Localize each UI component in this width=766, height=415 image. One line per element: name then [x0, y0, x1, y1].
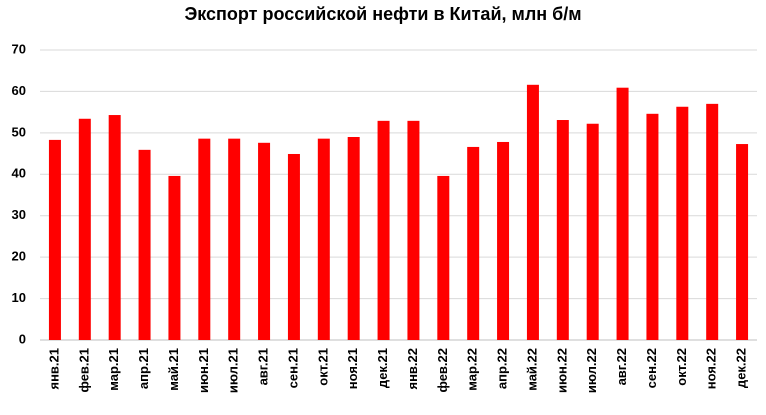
x-tick-label: сен.22 [644, 348, 659, 388]
bar [467, 146, 480, 340]
bar [347, 137, 360, 340]
x-tick-label: май.22 [524, 348, 539, 391]
x-tick-label: фев.21 [76, 348, 91, 393]
y-tick-label: 0 [19, 331, 26, 346]
bar [526, 84, 539, 340]
bar [556, 120, 569, 340]
x-tick-label: апр.21 [136, 348, 151, 389]
bar [108, 115, 121, 341]
x-tick-label: май.21 [166, 348, 181, 391]
bar [706, 103, 719, 340]
bar [736, 144, 749, 340]
bar [258, 142, 271, 340]
bar [78, 118, 91, 341]
x-tick-label: янв.22 [405, 348, 420, 390]
bar [228, 138, 241, 340]
x-tick-label: янв.21 [46, 348, 61, 390]
bar [138, 149, 151, 340]
y-tick-label: 40 [12, 166, 26, 181]
x-tick-label: июл.22 [584, 348, 599, 393]
bar [586, 123, 599, 340]
y-tick-label: 60 [12, 83, 26, 98]
bar [437, 175, 450, 340]
x-tick-label: авг.21 [256, 348, 271, 385]
chart-title: Экспорт российской нефти в Китай, млн б/… [184, 4, 581, 24]
bar [646, 113, 659, 340]
x-tick-label: окт.22 [674, 348, 689, 386]
bar [287, 153, 300, 340]
x-tick-label: сен.21 [285, 348, 300, 388]
y-tick-label: 20 [12, 249, 26, 264]
x-tick-label: фев.22 [435, 348, 450, 393]
y-tick-label: 30 [12, 207, 26, 222]
x-tick-label: июл.21 [226, 348, 241, 393]
x-tick-label: июн.21 [196, 348, 211, 393]
x-tick-label: ноя.21 [345, 348, 360, 389]
x-tick-label: апр.22 [495, 348, 510, 389]
bar [497, 141, 510, 340]
x-tick-label: мар.21 [106, 348, 121, 391]
x-tick-label: ноя.22 [704, 348, 719, 389]
x-tick-label: июн.22 [554, 348, 569, 393]
y-tick-label: 50 [12, 124, 26, 139]
bar [407, 120, 420, 340]
y-tick-label: 70 [12, 41, 26, 56]
bar [198, 138, 211, 340]
x-tick-label: мар.22 [465, 348, 480, 391]
bar [168, 175, 181, 340]
bar [676, 106, 689, 340]
x-tick-label: дек.21 [375, 348, 390, 388]
bar [616, 87, 629, 340]
bar [48, 139, 61, 340]
x-tick-label: авг.22 [614, 348, 629, 385]
x-tick-label: окт.21 [315, 348, 330, 386]
y-tick-label: 10 [12, 290, 26, 305]
x-tick-label: дек.22 [734, 348, 749, 388]
bar [377, 120, 390, 340]
bar [317, 138, 330, 340]
